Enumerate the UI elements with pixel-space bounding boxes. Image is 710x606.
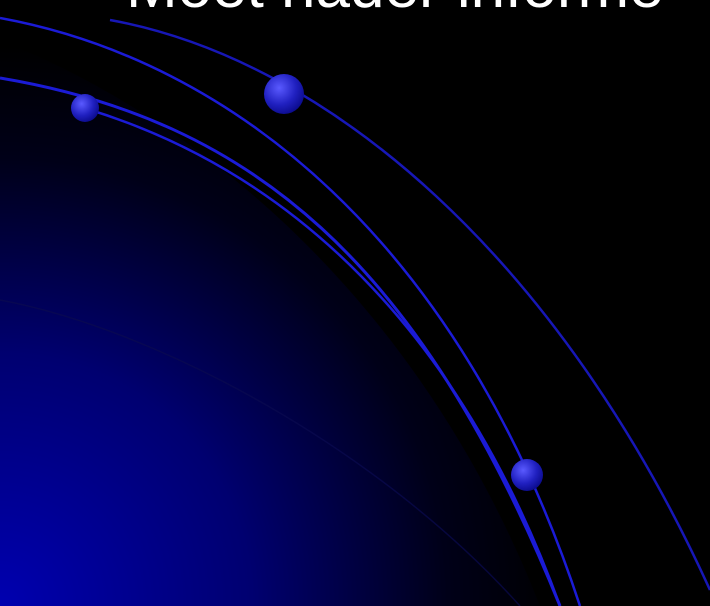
- bead-large: [264, 74, 304, 114]
- arc-inner: [83, 106, 562, 606]
- bead-left: [71, 94, 99, 122]
- arc-outer: [109, 18, 710, 591]
- arc-middle: [0, 76, 562, 606]
- slide-title: Moet nader informe: [126, 0, 664, 18]
- bead-lower: [511, 459, 543, 491]
- arc-upper: [0, 16, 582, 606]
- arc-faint-lower: [0, 299, 521, 606]
